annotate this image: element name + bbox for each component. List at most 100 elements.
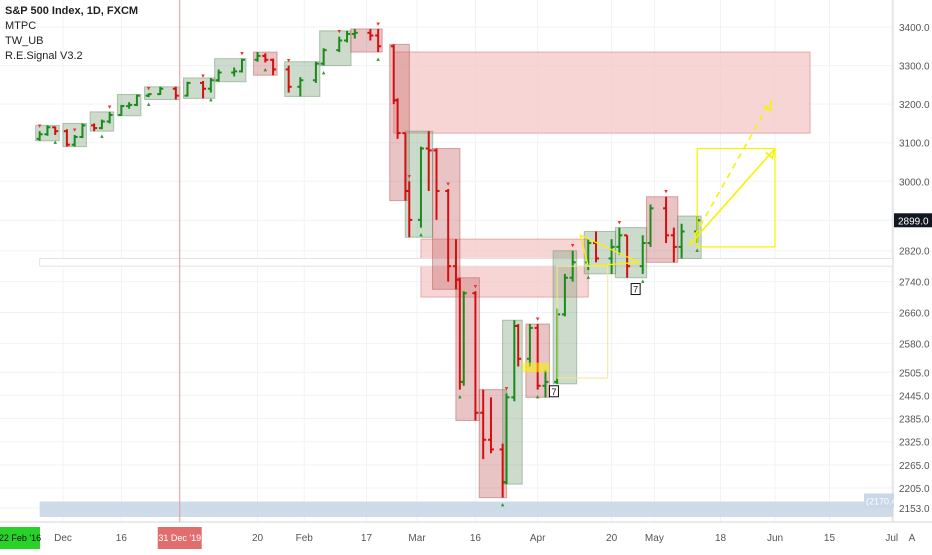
candle-box	[214, 58, 247, 83]
candle-box	[677, 215, 702, 259]
ohlc-bars: ▾ ▴ ▾ ▴ ▾ ▾ ▴ ▾ ▴ ▾ ▴ ▾ ▴ ▾ ▾ ▴ ▾ ▴ ▾ ▴ ▾ ▴ ▾ ▾ ▴ ▾ ▴ ▾ ▴ ▾ ▴	[36, 20, 701, 509]
current-price-badge	[894, 213, 932, 228]
price-tick-label: 2265.0	[899, 461, 930, 472]
time-axis[interactable]: Dec 16 20 Feb 17 Mar 16 Apr 20 May 18 Jun 15 Jul 22 Fe…	[0, 521, 932, 550]
signal-triangle-down: ▾	[408, 172, 412, 180]
price-tick-label: 2385.0	[899, 415, 930, 426]
price-tick-label: 3300.0	[899, 62, 930, 73]
candle-box	[552, 250, 578, 385]
price-tick-label: 2820.0	[899, 247, 930, 258]
signal-triangle-down: ▾	[536, 315, 540, 323]
time-tick-label: Feb	[296, 533, 314, 544]
indicator-re-signal[interactable]: R.E.Signal V3.2	[5, 50, 83, 62]
time-tick-label: 20	[606, 533, 618, 544]
pattern-highlight	[522, 362, 550, 373]
time-tick-label: Mar	[408, 533, 426, 544]
price-tick-label: 2325.0	[899, 438, 930, 449]
pattern-triangle	[579, 234, 642, 267]
price-tick-label: 2660.0	[899, 308, 930, 319]
signal-triangle-down: ▾	[664, 188, 668, 196]
signal-triangle-down: ▾	[240, 50, 244, 58]
signal-box	[630, 283, 641, 296]
projection-drawings[interactable]	[522, 99, 776, 379]
zone-blue	[39, 501, 893, 517]
signal-triangle-down: ▾	[505, 384, 509, 392]
signal-label: 7	[551, 387, 556, 397]
signal-triangle-up: ▴	[536, 393, 540, 401]
signal-triangle-up: ▴	[695, 246, 699, 254]
left-date-badge	[0, 527, 40, 549]
price-tick-label: 2505.0	[899, 368, 930, 379]
candle-box	[319, 30, 352, 67]
signal-triangle-up: ▴	[53, 138, 57, 146]
signal-triangle-up: ▴	[458, 393, 462, 401]
indicator-tw-ub[interactable]: TW_UB	[5, 35, 44, 47]
candle-box	[350, 28, 383, 53]
signal-triangle-down: ▾	[287, 57, 291, 65]
pattern-outline	[556, 265, 609, 379]
signal-triangle-up: ▴	[641, 277, 645, 285]
time-tick-label: 18	[715, 533, 727, 544]
zone-red	[393, 51, 811, 134]
crosshair-date-label: 31 Dec '19	[158, 533, 201, 543]
price-tick-label: 3000.0	[899, 177, 930, 188]
signal-triangle-down: ▾	[73, 126, 77, 134]
signal-triangle-down: ▾	[147, 84, 151, 92]
signal-triangle-down: ▾	[376, 20, 380, 28]
time-tick-label: Jul	[885, 533, 898, 544]
signal-triangle-up: ▴	[264, 65, 268, 73]
time-axis-bg	[0, 522, 932, 550]
signal-triangle-down: ▾	[571, 242, 575, 250]
projection-arrow-dashed	[688, 99, 772, 246]
low-label-bg	[864, 493, 894, 508]
candle-box	[502, 319, 523, 485]
time-tick-label: Apr	[530, 533, 546, 544]
signal-box	[548, 385, 559, 398]
time-tick-label: May	[645, 533, 664, 544]
candle-box	[284, 61, 321, 97]
price-tick-label: 2580.0	[899, 339, 930, 350]
price-tick-label: 2205.0	[899, 484, 930, 495]
chart-legend: S&P 500 Index, 1D, FXCM MTPC TW_UB R.E.S…	[5, 4, 138, 64]
price-tick-label: 3400.0	[899, 23, 930, 34]
candle-box	[183, 77, 216, 99]
signal-triangle-up: ▴	[322, 69, 326, 77]
arrow-head	[762, 100, 772, 112]
time-tick-label: 15	[824, 533, 836, 544]
current-price-label: 2899.0	[898, 216, 929, 227]
time-tick-label: Jun	[767, 533, 783, 544]
candle-box	[455, 277, 480, 421]
signal-triangle-up: ▴	[100, 132, 104, 140]
signal-triangle-down: ▾	[108, 103, 112, 111]
candle-box	[253, 51, 278, 76]
signal-triangle-up: ▴	[586, 273, 590, 281]
time-tick-label: 16	[470, 533, 482, 544]
left-date-label: 22 Feb '16	[0, 533, 41, 543]
auto-scale-button[interactable]: A	[909, 533, 916, 544]
symbol-title[interactable]: S&P 500 Index, 1D, FXCM	[5, 5, 139, 17]
signal-triangle-down: ▾	[446, 180, 450, 188]
arrow-head	[765, 148, 776, 160]
signal-triangle-up: ▴	[209, 96, 213, 104]
price-axis[interactable]: 3400.0 3300.0 3200.0 3100.0 3000.0 2899.0 2820…	[864, 0, 932, 550]
price-tick-label: 2740.0	[899, 278, 930, 289]
time-tick-label: 20	[252, 533, 264, 544]
time-tick-label: Dec	[54, 533, 72, 544]
signal-triangle-up: ▴	[419, 231, 423, 239]
crosshair-date-badge	[157, 527, 202, 549]
time-tick-label: 17	[361, 533, 373, 544]
indicator-mtpc[interactable]: MTPC	[5, 20, 37, 32]
price-tick-label: 3100.0	[899, 139, 930, 150]
low-label: (2170.4)	[866, 497, 900, 507]
price-tick-label: 2153.0	[899, 504, 930, 515]
price-axis-bg	[893, 0, 932, 550]
signal-triangle-up: ▴	[501, 501, 505, 509]
signal-label: 7	[633, 285, 638, 295]
signal-markers: 77	[548, 283, 641, 398]
signal-triangle-down: ▾	[474, 282, 478, 290]
projection-box	[696, 147, 776, 248]
signal-triangle-up: ▴	[376, 55, 380, 63]
signal-triangle-down: ▾	[618, 219, 622, 227]
